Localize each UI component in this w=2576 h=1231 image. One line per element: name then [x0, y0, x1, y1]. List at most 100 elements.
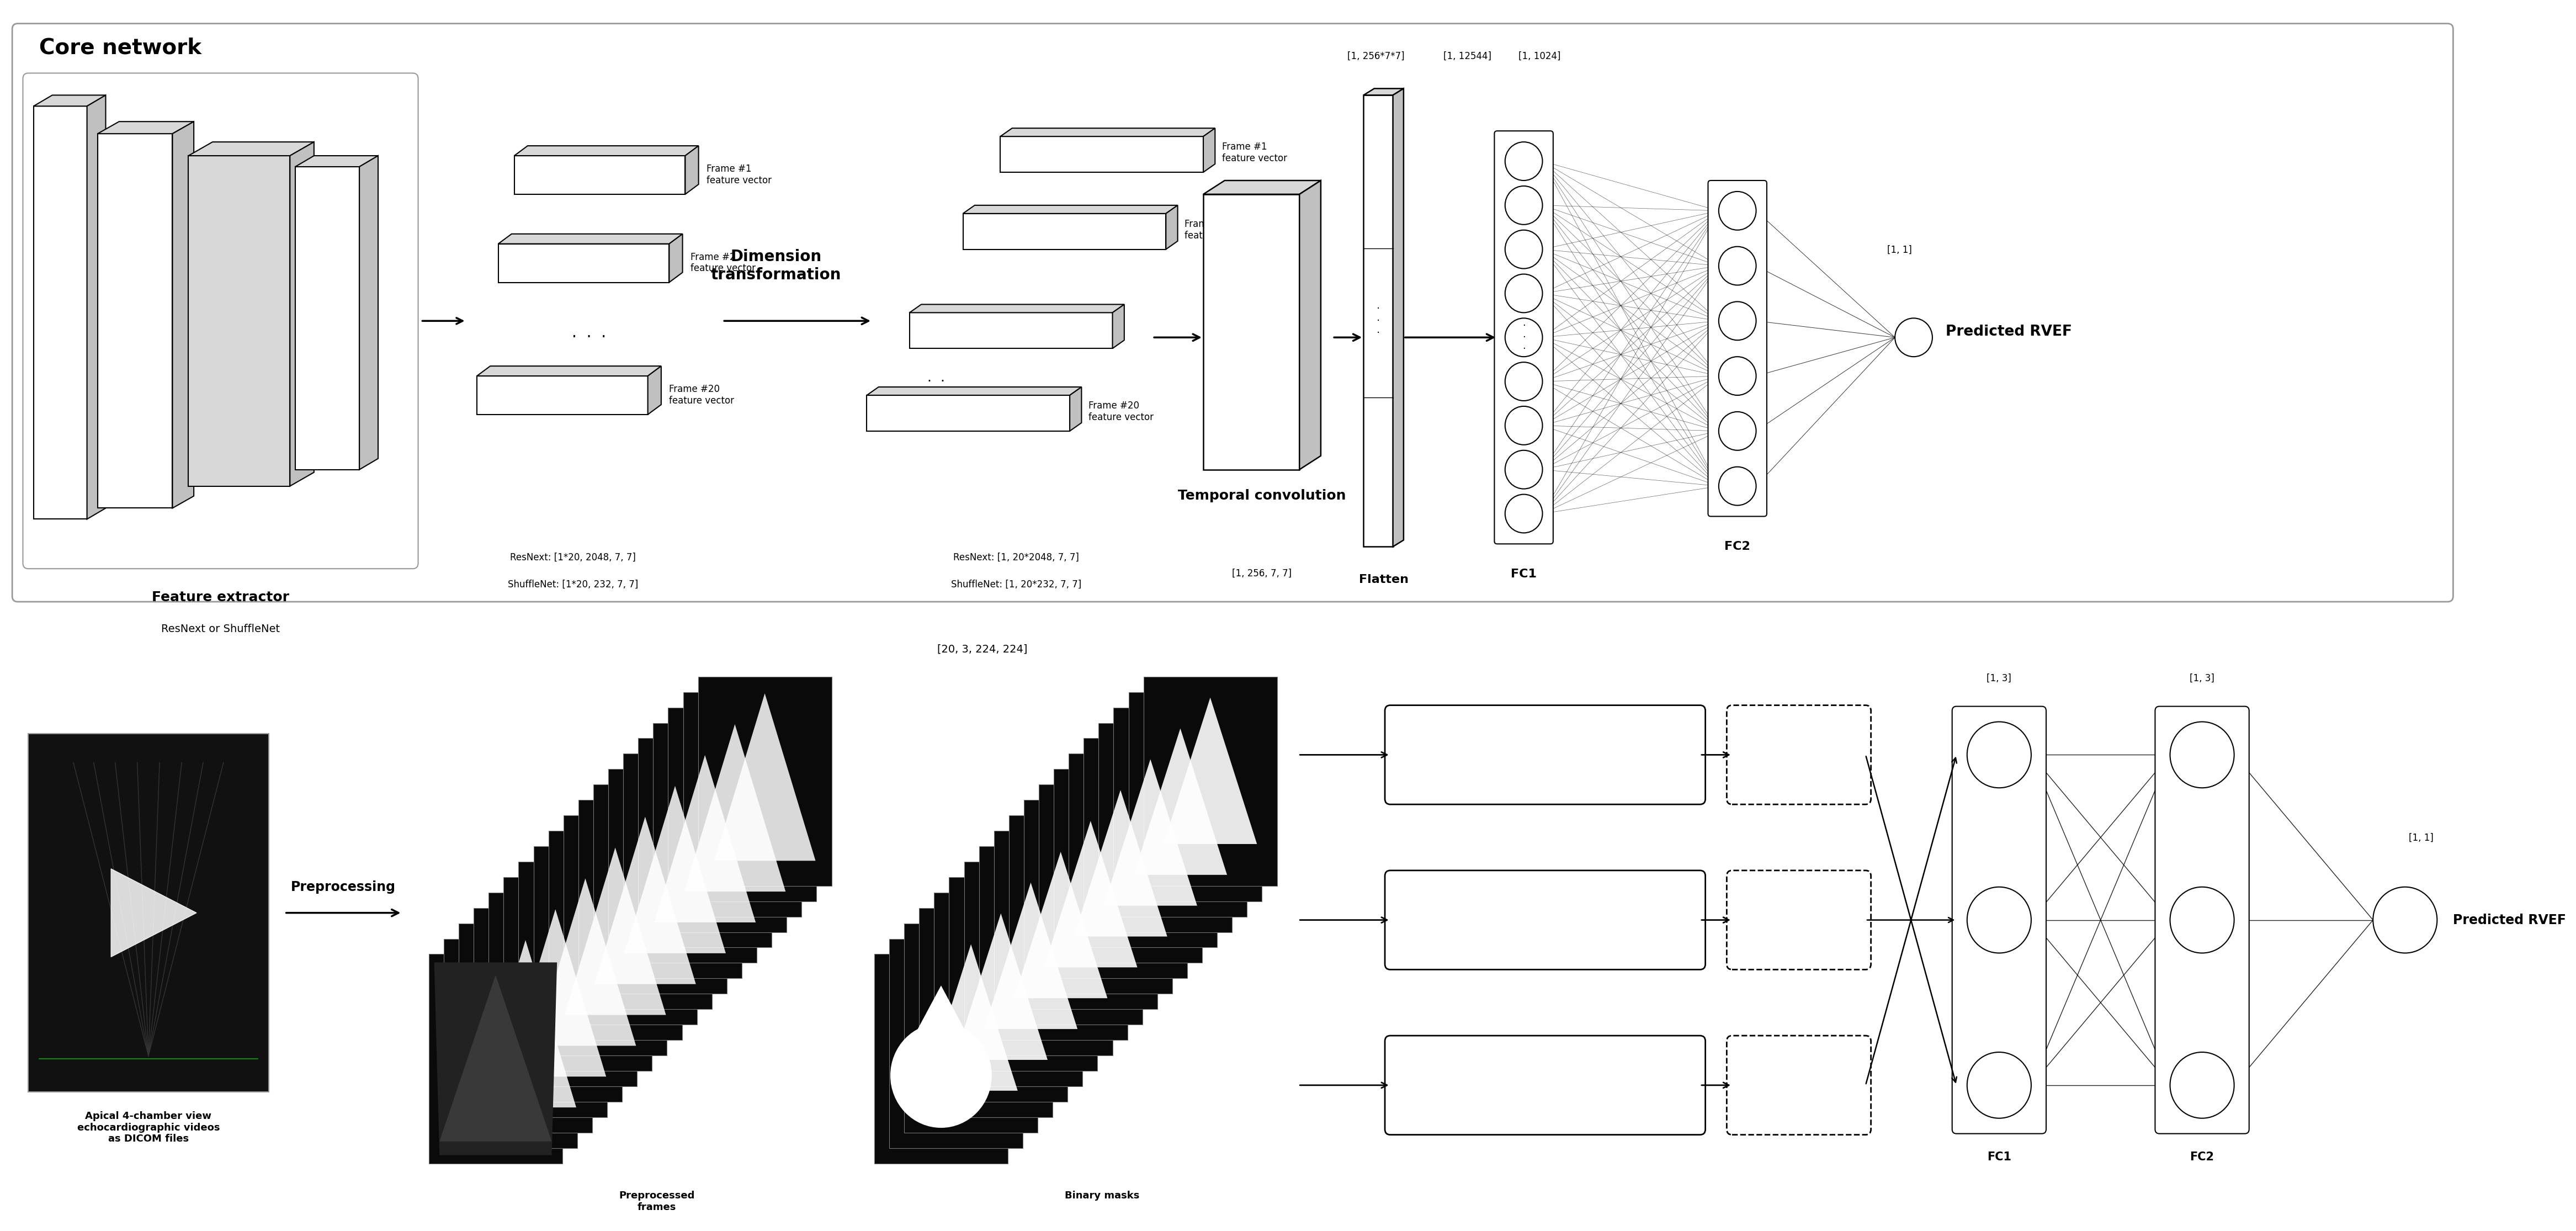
- FancyBboxPatch shape: [1708, 181, 1767, 516]
- Circle shape: [1718, 357, 1757, 395]
- Polygon shape: [667, 708, 801, 917]
- Circle shape: [1968, 1053, 2030, 1118]
- Polygon shape: [533, 846, 667, 1055]
- Text: [1, 3]: [1, 3]: [2190, 673, 2215, 683]
- Text: ·
·
·: · · ·: [1522, 321, 1525, 353]
- Circle shape: [1504, 275, 1543, 313]
- FancyBboxPatch shape: [1726, 705, 1870, 804]
- Polygon shape: [984, 883, 1077, 1029]
- Text: Preprocessed
frames: Preprocessed frames: [618, 1190, 696, 1213]
- Text: ShuffleNet: [1*20, 232, 7, 7]: ShuffleNet: [1*20, 232, 7, 7]: [507, 580, 639, 590]
- Polygon shape: [595, 816, 696, 984]
- Circle shape: [1718, 192, 1757, 230]
- Polygon shape: [1103, 760, 1198, 906]
- Polygon shape: [1069, 753, 1203, 963]
- Polygon shape: [443, 939, 577, 1149]
- Circle shape: [1504, 318, 1543, 357]
- Polygon shape: [963, 213, 1167, 250]
- Polygon shape: [1203, 128, 1216, 172]
- Polygon shape: [623, 785, 726, 953]
- Polygon shape: [88, 95, 106, 519]
- Polygon shape: [188, 155, 291, 486]
- Polygon shape: [98, 122, 193, 134]
- Circle shape: [1504, 406, 1543, 444]
- Text: ·  ·  ·: · · ·: [572, 330, 605, 345]
- Polygon shape: [188, 142, 314, 155]
- Text: Dimension
transformation: Dimension transformation: [711, 249, 842, 282]
- Circle shape: [1504, 362, 1543, 401]
- Polygon shape: [963, 862, 1097, 1071]
- Polygon shape: [935, 892, 1066, 1102]
- Circle shape: [2169, 1053, 2233, 1118]
- Text: ResNext: [1*20, 2048, 7, 7]: ResNext: [1*20, 2048, 7, 7]: [510, 553, 636, 563]
- Text: FC1: FC1: [1986, 1151, 2012, 1162]
- Text: +: +: [914, 1093, 930, 1109]
- Circle shape: [1718, 246, 1757, 286]
- FancyBboxPatch shape: [1494, 130, 1553, 544]
- Circle shape: [1718, 411, 1757, 451]
- Text: Flatten: Flatten: [1358, 574, 1409, 585]
- FancyBboxPatch shape: [1386, 705, 1705, 804]
- Circle shape: [2372, 888, 2437, 953]
- Polygon shape: [1203, 194, 1298, 469]
- Polygon shape: [1097, 723, 1231, 932]
- Text: Apical 4-chamber view
echocardiographic videos
as DICOM files: Apical 4-chamber view echocardiographic …: [77, 1112, 219, 1144]
- Polygon shape: [564, 847, 667, 1014]
- FancyBboxPatch shape: [1386, 1035, 1705, 1135]
- Circle shape: [1968, 888, 2030, 953]
- Text: Temporal convolution: Temporal convolution: [1177, 489, 1347, 502]
- Circle shape: [1504, 495, 1543, 533]
- Polygon shape: [683, 692, 817, 901]
- Polygon shape: [639, 739, 773, 948]
- Polygon shape: [474, 908, 608, 1118]
- Polygon shape: [698, 677, 832, 886]
- Circle shape: [1968, 721, 2030, 788]
- Polygon shape: [173, 122, 193, 508]
- Circle shape: [1718, 302, 1757, 340]
- Polygon shape: [1363, 95, 1394, 547]
- Polygon shape: [1054, 769, 1188, 979]
- Circle shape: [1504, 186, 1543, 224]
- Polygon shape: [440, 975, 551, 1141]
- FancyBboxPatch shape: [1726, 1035, 1870, 1135]
- Text: ResNext: [1, 20*2048, 7, 7]: ResNext: [1, 20*2048, 7, 7]: [953, 553, 1079, 563]
- Text: RVEF: RVEF: [1785, 1080, 1814, 1091]
- Circle shape: [1504, 230, 1543, 268]
- Polygon shape: [1394, 89, 1404, 547]
- Polygon shape: [361, 155, 379, 469]
- Text: Predicted RVEF: Predicted RVEF: [1945, 325, 2071, 339]
- Polygon shape: [549, 831, 683, 1040]
- Text: Frame #2
feature vector: Frame #2 feature vector: [1185, 219, 1249, 240]
- Circle shape: [2169, 721, 2233, 788]
- Polygon shape: [502, 876, 636, 1086]
- Text: RVEF: RVEF: [1785, 750, 1814, 761]
- Polygon shape: [866, 387, 1082, 395]
- Polygon shape: [1010, 815, 1141, 1024]
- Text: Core network #3: Core network #3: [1492, 1080, 1600, 1091]
- Polygon shape: [518, 862, 652, 1071]
- Text: [1, 3]: [1, 3]: [1986, 673, 2012, 683]
- Polygon shape: [909, 313, 1113, 348]
- Polygon shape: [497, 244, 670, 282]
- Polygon shape: [98, 134, 173, 508]
- Polygon shape: [1164, 698, 1257, 844]
- Polygon shape: [925, 944, 1018, 1091]
- Text: Core network: Core network: [39, 37, 201, 58]
- Text: RVEF: RVEF: [1785, 915, 1814, 926]
- Polygon shape: [654, 755, 755, 922]
- Polygon shape: [999, 128, 1216, 137]
- Polygon shape: [477, 366, 662, 375]
- Text: [1, 256, 7, 7]: [1, 256, 7, 7]: [1231, 569, 1293, 579]
- Polygon shape: [866, 395, 1069, 431]
- Polygon shape: [714, 693, 817, 860]
- Text: Frame #2
feature vector: Frame #2 feature vector: [690, 252, 755, 273]
- Polygon shape: [428, 954, 562, 1163]
- Polygon shape: [654, 723, 786, 932]
- Polygon shape: [1363, 89, 1404, 95]
- Text: Feature extractor: Feature extractor: [152, 591, 289, 604]
- Polygon shape: [1113, 304, 1123, 348]
- Polygon shape: [111, 869, 196, 956]
- Polygon shape: [685, 724, 786, 891]
- Polygon shape: [515, 155, 685, 194]
- Text: ·  ·: · ·: [927, 375, 945, 388]
